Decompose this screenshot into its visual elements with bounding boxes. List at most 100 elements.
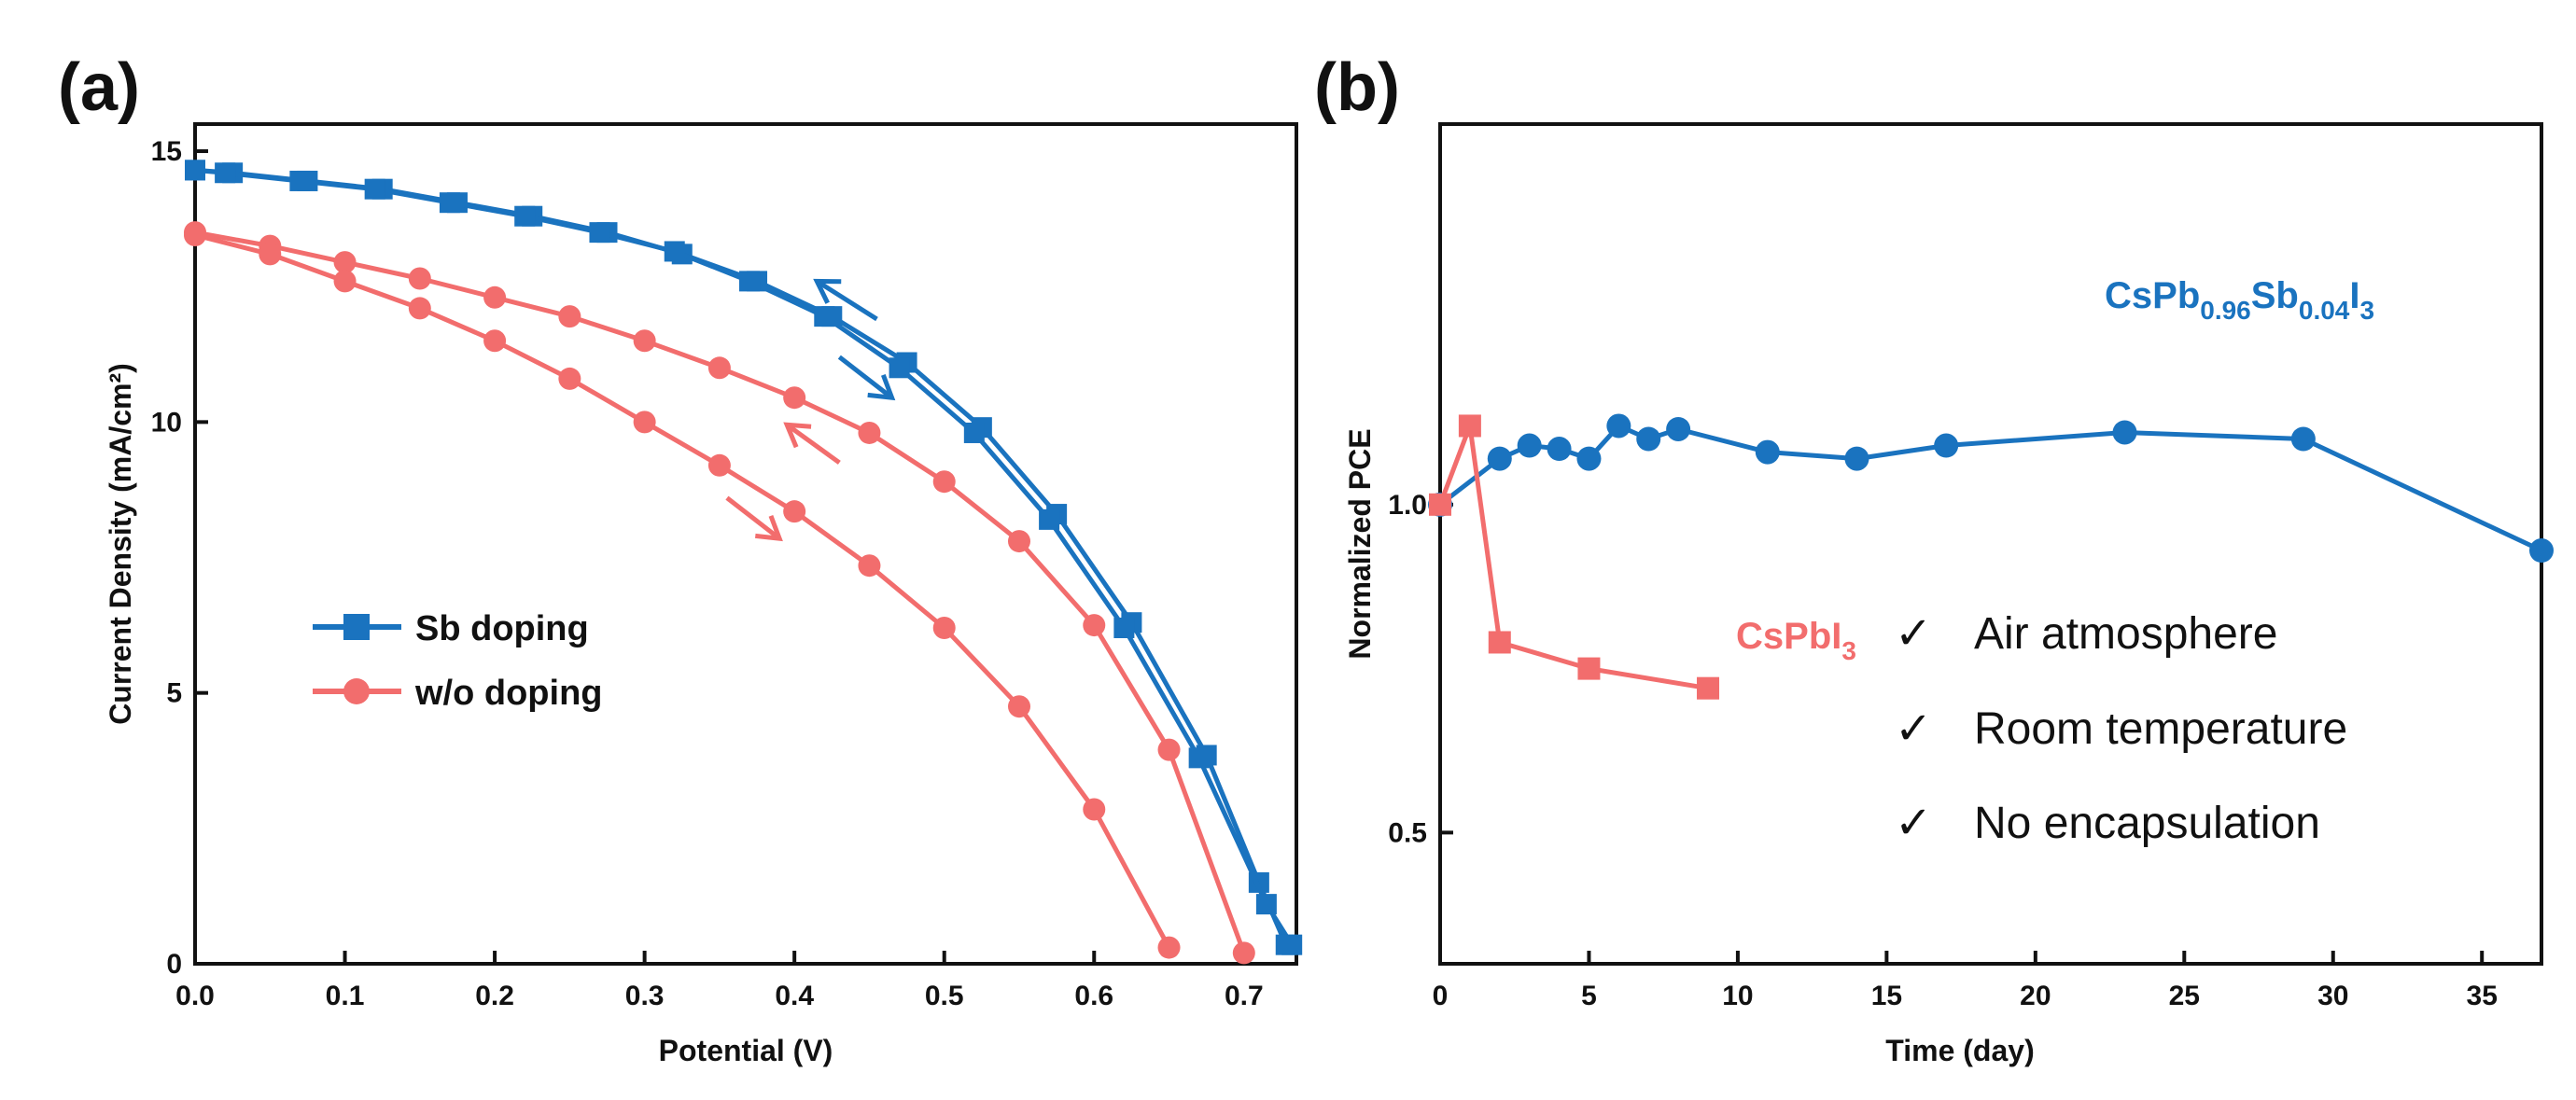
panel-a-series-line-2	[194, 230, 1247, 954]
panel-b-y-axis-title: Normalized PCE	[1343, 428, 1377, 659]
panel-a-data-point	[333, 251, 357, 274]
panel-b-label: (b)	[1314, 50, 1400, 125]
panel-a-data-point	[633, 329, 656, 353]
panel-a-x-tick-label: 0.6	[1074, 981, 1113, 1011]
condition-text-3: No encapsulation	[1974, 799, 2320, 848]
panel-a-data-point	[783, 386, 806, 410]
panel-a-series-line-3	[194, 232, 1171, 949]
panel-b-y-tick-label: 1.0	[1388, 490, 1427, 521]
panel-a-y-axis-title: Current Density (mA/cm²)	[104, 363, 137, 725]
panel-b-x-tick-label: 10	[1722, 981, 1753, 1011]
panel-a-data-point	[215, 162, 236, 184]
label-cspbi: CsPbI	[1736, 616, 1841, 657]
condition-text-2: Room temperature	[1974, 704, 2347, 754]
panel-a-data-point	[514, 205, 536, 227]
panel-b-data-point	[1517, 433, 1542, 458]
panel-a-data-point	[1281, 934, 1303, 955]
legend-wo-marker	[343, 678, 370, 704]
legend-wo-label: w/o doping	[414, 674, 603, 713]
panel-b-x-tick-label: 5	[1581, 981, 1597, 1011]
panel-a-data-point	[333, 270, 357, 293]
panel-a-data-point	[1083, 614, 1106, 637]
panel-a-data-point	[1188, 747, 1210, 769]
panel-b-data-point	[1606, 413, 1631, 439]
panel-a-data-point	[664, 241, 685, 262]
panel-a-data-point	[289, 170, 311, 191]
panel-a-data-point	[932, 470, 956, 494]
panel-b-y-tick-label: 0.5	[1388, 817, 1427, 848]
legend-sb-label: Sb doping	[415, 609, 589, 648]
panel-b-data-point	[1755, 439, 1780, 465]
conditions-list: ✓ Air atmosphere ✓ Room temperature ✓ No…	[1895, 609, 2347, 848]
panel-a-data-point	[814, 306, 835, 327]
label-sb: Sb	[2251, 275, 2299, 316]
panel-b-x-tick-label: 20	[2020, 981, 2051, 1011]
panel-a-data-point	[408, 297, 431, 320]
panel-a-data-point	[185, 160, 205, 181]
panel-a-data-point	[1255, 894, 1277, 915]
panel-b-x-axis-title: Time (day)	[1885, 1034, 2034, 1067]
label-sub-004: 0.04	[2299, 296, 2350, 325]
panel-b-data-point	[2112, 420, 2137, 445]
panel-b-data-point	[1577, 657, 1601, 680]
panel-a-data-point	[558, 305, 581, 328]
panel-a-data-point	[1157, 936, 1181, 959]
label-i: I	[2349, 275, 2359, 316]
panel-a-data-point	[408, 267, 431, 290]
hysteresis-arrow-shaft	[725, 495, 781, 541]
panel-a-plot-frame	[193, 122, 1298, 966]
panel-a-data-point	[259, 243, 282, 266]
label-sub-3-red: 3	[1841, 636, 1856, 665]
panel-a-data-point	[1113, 618, 1135, 638]
panel-a: (a) 0.0 0.1 0.2 0.3 0.4 0.5 0.6 0.7 0 5 10 15 Poten…	[58, 50, 1303, 1067]
panel-b-data-point	[2290, 426, 2316, 452]
series-label-cspbsbi3: CsPb0.96Sb0.04I3	[2105, 275, 2374, 325]
panel-b-data-point	[1487, 446, 1512, 471]
panel-a-series	[184, 160, 1303, 965]
panel-a-data-point	[858, 421, 881, 444]
label-sub-096: 0.96	[2200, 296, 2251, 325]
panel-a-y-tick-label: 10	[151, 407, 182, 438]
panel-a-data-point	[963, 422, 985, 443]
condition-check-1: ✓	[1895, 609, 1932, 659]
panel-a-data-point	[483, 285, 507, 309]
panel-a-data-point	[558, 367, 581, 390]
panel-b-x-tick-label: 25	[2169, 981, 2200, 1011]
panel-a-x-tick-label: 0.5	[925, 981, 964, 1011]
panel-b-data-point	[1666, 416, 1691, 441]
panel-a-data-point	[783, 500, 806, 523]
panel-b-data-point	[1636, 426, 1661, 452]
panel-a-x-axis-title: Potential (V)	[659, 1034, 833, 1067]
label-sub-3: 3	[2360, 296, 2375, 325]
panel-a-data-point	[889, 357, 910, 379]
panel-a-data-point	[858, 554, 881, 578]
panel-a-data-point	[739, 271, 761, 292]
panel-a-label: (a)	[58, 50, 140, 125]
hysteresis-arrow-shaft	[815, 279, 878, 322]
panel-a-legend: Sb doping w/o doping	[313, 609, 603, 713]
panel-b-series-line-1	[1437, 423, 1709, 691]
panel-a-data-point	[932, 617, 956, 639]
panel-a-x-tick-label: 0.7	[1225, 981, 1264, 1011]
panel-b-data-point	[2529, 538, 2554, 564]
panel-b-data-point	[1697, 676, 1720, 700]
condition-text-1: Air atmosphere	[1974, 609, 2277, 659]
condition-check-2: ✓	[1895, 704, 1932, 754]
panel-a-data-point	[364, 178, 385, 200]
panel-b-x-tick-label: 15	[1871, 981, 1902, 1011]
panel-a-data-point	[707, 356, 731, 380]
panel-a-data-point	[633, 411, 656, 434]
panel-a-x-tick-label: 0.3	[625, 981, 665, 1011]
panel-a-data-point	[707, 453, 731, 477]
panel-b: (b) 0 5 10 15 20 25 30 35 0.5 1.0 Time (day) Norm…	[1314, 50, 2554, 1067]
panel-b-x-tick-label: 30	[2317, 981, 2348, 1011]
panel-b-data-point	[1488, 631, 1511, 654]
panel-b-data-point	[1458, 414, 1481, 438]
panel-b-ticks: 0 5 10 15 20 25 30 35 0.5 1.0	[1388, 490, 2498, 1011]
panel-b-x-tick-label: 0	[1433, 981, 1449, 1011]
panel-b-series-line-0	[1438, 423, 2543, 553]
legend-sb-marker	[343, 614, 370, 640]
panel-a-x-tick-label: 0.0	[175, 981, 215, 1011]
panel-a-data-point	[184, 224, 206, 247]
panel-a-arrows	[725, 278, 896, 542]
